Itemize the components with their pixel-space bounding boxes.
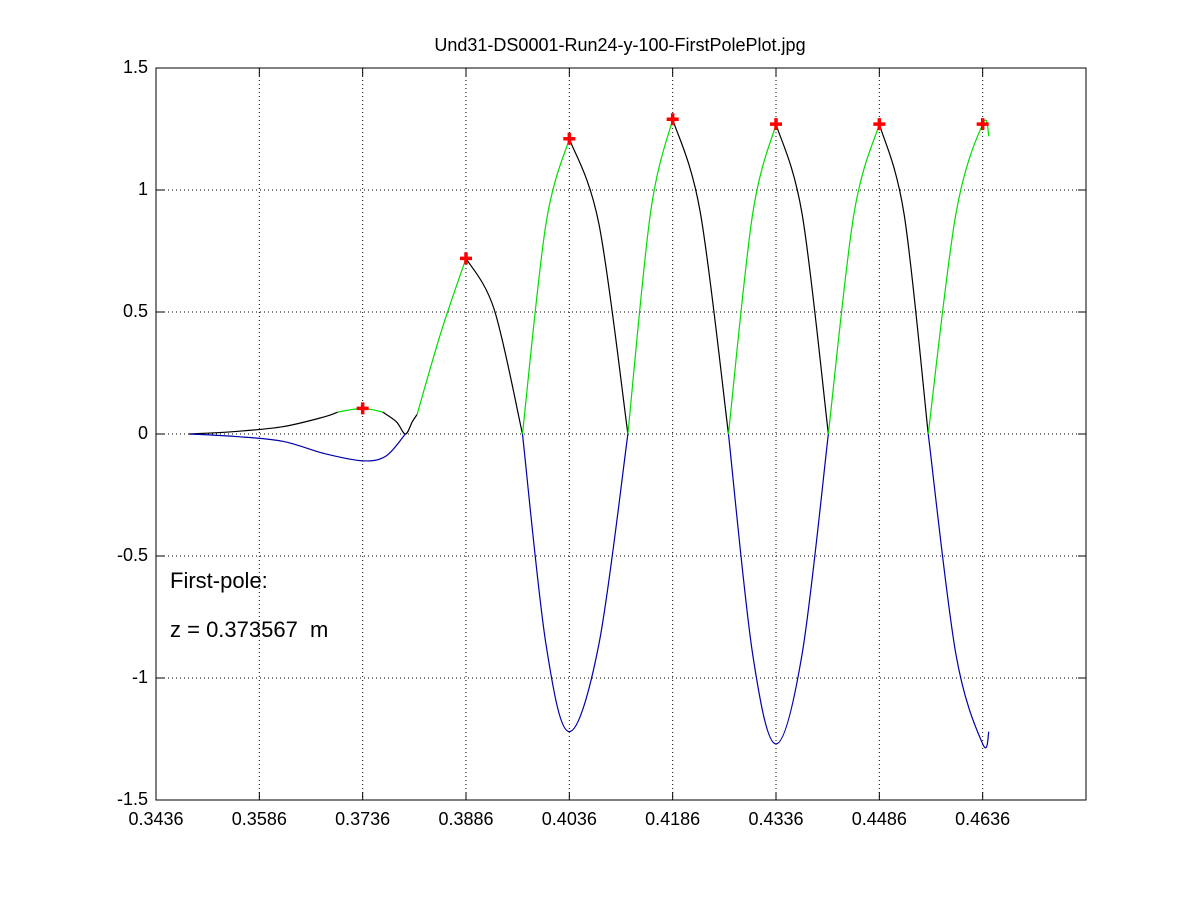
peak-marker <box>873 118 886 131</box>
peak-marker <box>976 118 989 131</box>
peak-marker <box>563 132 576 145</box>
x-tick-label: 0.3586 <box>232 809 287 829</box>
x-tick-label: 0.3436 <box>128 809 183 829</box>
annotation: First-pole: <box>170 568 268 593</box>
data-line <box>189 433 990 749</box>
y-tick-label: -0.5 <box>117 545 148 565</box>
x-tick-label: 0.4336 <box>748 809 803 829</box>
y-tick-label: -1.5 <box>117 789 148 809</box>
y-tick-label: 0 <box>138 423 148 443</box>
y-tick-label: 0.5 <box>123 301 148 321</box>
y-tick-label: -1 <box>132 667 148 687</box>
peak-marker <box>770 118 782 131</box>
x-tick-label: 0.3736 <box>335 809 390 829</box>
x-tick-label: 0.3886 <box>438 809 493 829</box>
axes-box <box>155 67 1087 801</box>
x-tick-label: 0.4036 <box>542 809 597 829</box>
peak-marker <box>460 252 472 265</box>
data-line <box>189 119 929 435</box>
chart-title: Und31-DS0001-Run24-y-100-FirstPolePlot.j… <box>434 35 805 55</box>
peak-marker <box>356 402 369 415</box>
annotation: z = 0.373567 m <box>170 617 328 642</box>
y-tick-label: 1 <box>138 179 148 199</box>
x-tick-label: 0.4486 <box>852 809 907 829</box>
y-tick-label: 1.5 <box>123 57 148 77</box>
x-tick-label: 0.4636 <box>955 809 1010 829</box>
x-tick-label: 0.4186 <box>645 809 700 829</box>
peak-marker <box>666 113 679 126</box>
